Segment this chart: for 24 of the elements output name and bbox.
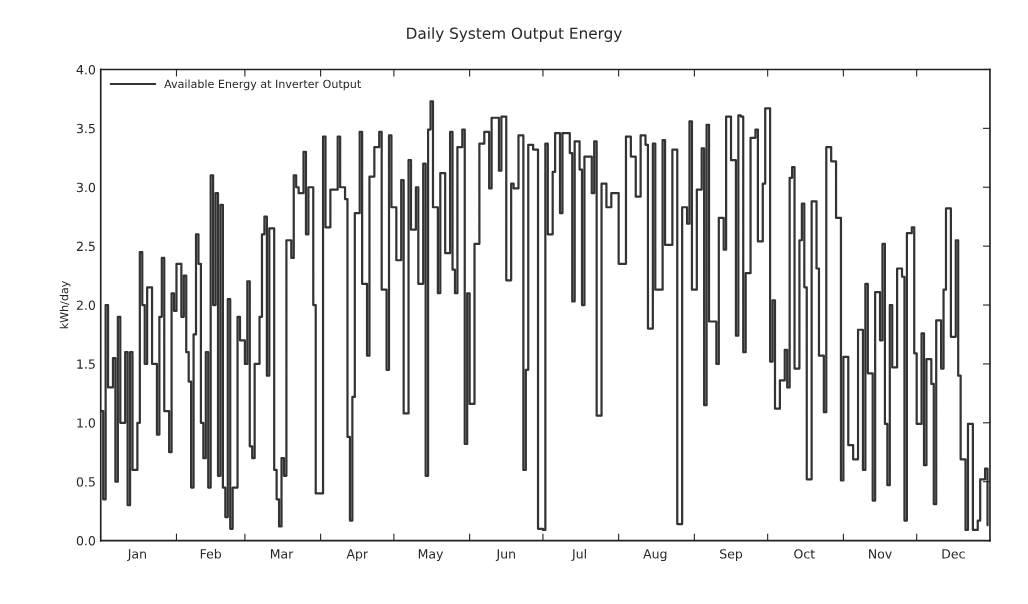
x-tick-label: Jun (495, 549, 515, 561)
y-tick-label: 3.0 (76, 182, 96, 193)
x-tick-label: Dec (942, 549, 965, 559)
x-tick-label: Jul (571, 548, 586, 561)
y-tick-label: 3.5 (76, 123, 95, 134)
x-tick-label: Oct (794, 549, 815, 559)
x-tick-label: Feb (200, 548, 222, 559)
x-tick-label: Jan (127, 549, 146, 561)
x-tick-label: Sep (720, 549, 743, 562)
x-tick-label: Aug (643, 549, 667, 562)
y-tick-label: 4.0 (76, 64, 96, 75)
x-tick-label: Nov (869, 549, 892, 559)
y-tick-label: 0.5 (76, 477, 95, 487)
y-axis-title: kWh/day (59, 281, 71, 329)
y-tick-label: 2.0 (76, 300, 96, 310)
chart-title: Daily System Output Energy (407, 27, 622, 42)
x-tick-label: Apr (346, 549, 369, 562)
y-tick-label: 1.0 (77, 418, 96, 428)
legend-label: Available Energy at Inverter Output (164, 79, 361, 91)
y-tick-label: 1.5 (77, 359, 95, 369)
x-tick-label: Mar (270, 549, 294, 559)
y-tick-label: 2.5 (76, 241, 95, 252)
y-tick-label: 0.0 (76, 536, 96, 546)
x-tick-label: May (418, 549, 444, 562)
